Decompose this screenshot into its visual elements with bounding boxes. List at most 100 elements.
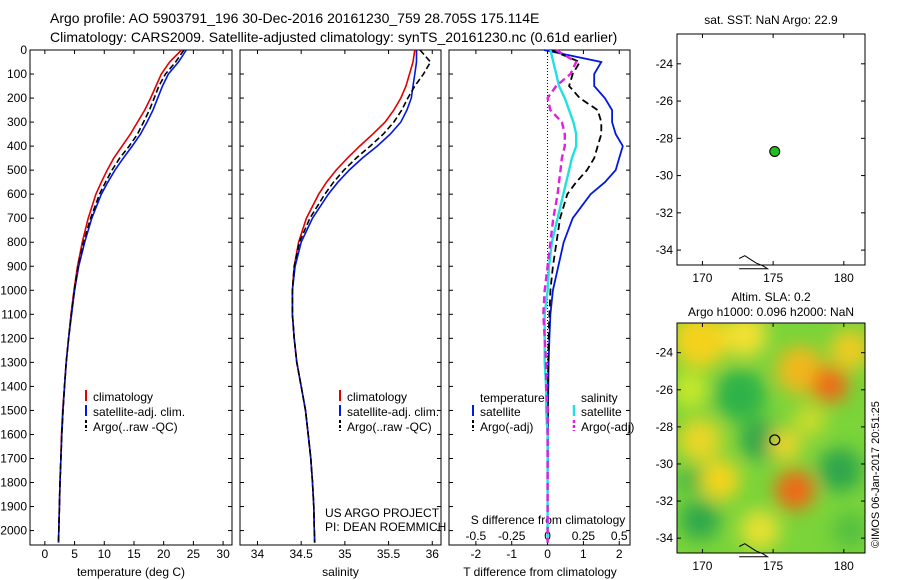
sla-blob	[812, 367, 848, 403]
sla-blob	[677, 372, 708, 408]
depth-tick-label: 500	[7, 163, 27, 177]
sla-blob	[740, 510, 780, 550]
depth-tick-label: 2000	[0, 524, 27, 538]
legend-label: satellite-adj. clim.	[347, 405, 439, 419]
lat-tick-label: -26	[656, 94, 674, 108]
sla-blob	[680, 500, 720, 540]
lon-tick-label: 170	[692, 271, 712, 285]
sla-blob	[818, 448, 862, 492]
lat-tick-label: -24	[656, 346, 674, 360]
depth-tick-label: 700	[7, 211, 27, 225]
depth-tick-label: 1700	[0, 451, 27, 465]
lat-tick-label: -30	[656, 457, 674, 471]
x-tick-label: 34.5	[289, 547, 313, 561]
sla-colour-field	[677, 323, 865, 553]
climatology-title: Climatology: CARS2009. Satellite-adjuste…	[50, 29, 618, 45]
legend-label: satellite	[480, 405, 521, 419]
satellite-temp-line	[57, 49, 187, 543]
sla-blob	[714, 369, 766, 421]
sla-map-subtitle: Argo h1000: 0.096 h2000: NaN	[688, 305, 854, 319]
legend-label: Argo(-adj)	[581, 420, 634, 434]
sal-diff-tick-label: -0.5	[466, 529, 487, 543]
lon-tick-label: 180	[834, 271, 854, 285]
salinity-axis-label: salinity	[322, 565, 359, 579]
legend-label: climatology	[347, 390, 407, 404]
sla-blob	[776, 346, 824, 394]
lat-tick-label: -30	[656, 169, 674, 183]
x-tick-label: 0	[544, 547, 551, 561]
map-frame	[676, 322, 866, 554]
depth-tick-label: 600	[7, 187, 27, 201]
sal-diff-tick-label: -0.25	[498, 529, 526, 543]
salinity-frame	[239, 49, 442, 546]
x-tick-label: 20	[157, 547, 171, 561]
coastline-shape	[738, 543, 770, 558]
depth-tick-label: 1500	[0, 403, 27, 417]
sla-blob	[678, 418, 722, 462]
depth-tick-label: 0	[20, 43, 27, 57]
sal-diff-tick-label: 0.25	[572, 529, 596, 543]
sla-blob	[700, 460, 740, 500]
depth-tick-label: 800	[7, 235, 27, 249]
sla-blob	[832, 512, 865, 548]
depth-tick-label: 1800	[0, 476, 27, 490]
x-tick-label: 0	[42, 547, 49, 561]
lat-tick-label: -34	[656, 243, 674, 257]
depth-tick-label: 1200	[0, 331, 27, 345]
depth-tick-label: 1400	[0, 379, 27, 393]
depth-tick-label: 100	[7, 67, 27, 81]
x-tick-label: 15	[127, 547, 141, 561]
x-tick-label: 10	[98, 547, 112, 561]
difference-frame	[448, 49, 631, 546]
x-tick-label: -2	[471, 547, 482, 561]
salinity-panel: 34 34.5 35 35.5 36 salinity climatologysatelli…	[239, 49, 446, 579]
x-tick-label: 35	[338, 547, 352, 561]
depth-tick-label: 400	[7, 139, 27, 153]
lat-tick-label: -26	[656, 383, 674, 397]
lat-tick-label: -32	[656, 494, 674, 508]
legend-label: satellite	[581, 405, 622, 419]
sst-map-title: sat. SST: NaN Argo: 22.9	[704, 13, 838, 27]
argo-position-marker-sla	[769, 434, 781, 446]
sla-blob	[830, 330, 865, 370]
coastline-shape	[738, 255, 770, 270]
sla-blobs	[677, 323, 865, 550]
lon-tick-label: 170	[692, 559, 712, 573]
x-tick-label: 1	[580, 547, 587, 561]
lat-tick-label: -32	[656, 206, 674, 220]
x-tick-label: -1	[506, 547, 517, 561]
temperature-frame	[29, 49, 233, 546]
x-tick-label: 34	[251, 547, 265, 561]
lat-tick-label: -28	[656, 420, 674, 434]
climatology-temp-line	[57, 49, 183, 543]
depth-tick-label: 1300	[0, 355, 27, 369]
x-tick-label: 36	[426, 547, 440, 561]
legend-label: Argo(-adj)	[480, 420, 533, 434]
sla-blob	[769, 429, 801, 461]
x-tick-label: 35.5	[377, 547, 401, 561]
sal-diff-satellite-line	[543, 49, 578, 543]
depth-tick-label: 200	[7, 91, 27, 105]
sal-diff-tick-label: 0.5	[611, 529, 628, 543]
sla-blob	[678, 468, 702, 492]
sst-map-panel: sat. SST: NaN Argo: 22.9 -24 -26 -28 -30 -32 -…	[656, 13, 866, 285]
lat-tick-label: -24	[656, 57, 674, 71]
sla-blob	[677, 323, 728, 368]
x-tick-label: 2	[616, 547, 623, 561]
depth-tick-label: 1000	[0, 283, 27, 297]
legend-label: climatology	[93, 390, 153, 404]
project-note: US ARGO PROJECT	[325, 506, 440, 520]
sla-blob	[775, 470, 815, 510]
legend-label: satellite-adj. clim.	[93, 405, 185, 419]
imos-timestamp: ©IMOS 06-Jan-2017 20:51:25	[870, 401, 882, 548]
sla-map-title: Altim. SLA: 0.2	[731, 290, 811, 304]
lon-tick-label: 180	[834, 559, 854, 573]
lat-tick-label: -34	[656, 531, 674, 545]
sla-blob	[723, 323, 767, 357]
argo-temp-line	[57, 49, 185, 543]
lon-tick-label: 175	[763, 559, 783, 573]
lon-tick-label: 175	[763, 271, 783, 285]
temp-diff-axis-label: T difference from climatology	[463, 565, 617, 579]
